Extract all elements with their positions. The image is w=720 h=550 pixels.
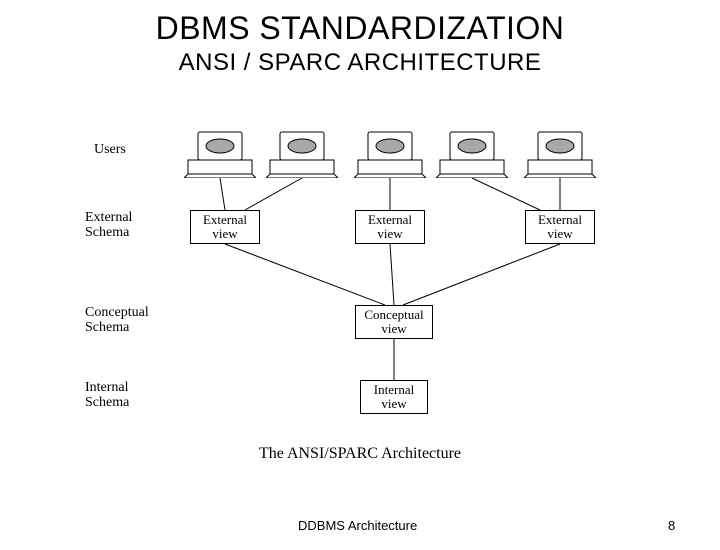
terminal-icon bbox=[350, 130, 430, 178]
terminal-icon bbox=[180, 130, 260, 178]
page-number: 8 bbox=[668, 518, 675, 533]
footer-text: DDBMS Architecture bbox=[298, 518, 417, 533]
label-conceptual-schema: Conceptual Schema bbox=[85, 305, 149, 336]
node-external-view: External view bbox=[355, 210, 425, 244]
ansi-sparc-diagram: Users External Schema Conceptual Schema … bbox=[0, 110, 720, 490]
label-external-schema: External Schema bbox=[85, 210, 132, 241]
diagram-caption: The ANSI/SPARC Architecture bbox=[0, 445, 720, 463]
page-subtitle: ANSI / SPARC ARCHITECTURE bbox=[0, 49, 720, 77]
terminal-icon bbox=[262, 130, 342, 178]
terminal-icon bbox=[520, 130, 600, 178]
node-conceptual-view: Conceptual view bbox=[355, 305, 433, 339]
page-title: DBMS STANDARDIZATION bbox=[0, 10, 720, 47]
label-users: Users bbox=[94, 142, 126, 157]
terminal-icon bbox=[432, 130, 512, 178]
node-external-view: External view bbox=[525, 210, 595, 244]
label-internal-schema: Internal Schema bbox=[85, 380, 129, 411]
node-external-view: External view bbox=[190, 210, 260, 244]
node-internal-view: Internal view bbox=[360, 380, 428, 414]
